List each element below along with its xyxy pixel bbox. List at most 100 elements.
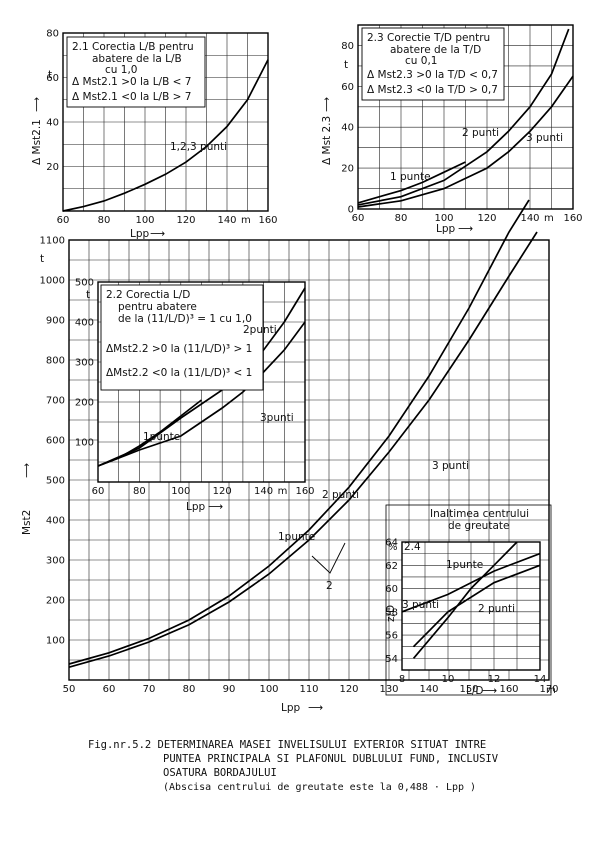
panel-title-line-2: abatere de la L/B [92, 53, 182, 65]
x-unit-label: m [544, 213, 554, 224]
y-tick-label: 800 [46, 356, 65, 367]
x-tick-label: 160 [295, 486, 314, 497]
x-tick-label: 10 [442, 674, 455, 685]
series-line [412, 541, 518, 659]
y-tick-label: 300 [46, 556, 65, 567]
y-tick-label: 100 [75, 438, 94, 449]
y-tick-label: 700 [46, 396, 65, 407]
plot-frame [357, 24, 574, 210]
series-label-1punte: 1punte [143, 431, 180, 443]
y-tick-label: 300 [75, 358, 94, 369]
y-tick-label: 200 [46, 596, 65, 607]
y-unit-label: t [86, 289, 90, 301]
y-axis-arrow: ⟶ [321, 97, 333, 112]
x-tick-label: 90 [223, 684, 236, 695]
y-tick-label: 1000 [40, 276, 65, 287]
series-line [68, 231, 538, 669]
panel-title-line-1: 2.2 Corectia L/D [106, 289, 190, 301]
info-box [361, 27, 505, 101]
series-label-2punti: 2punti [243, 324, 277, 336]
series-line [62, 59, 269, 212]
panel-title-line-2: abatere de la T/D [390, 44, 481, 56]
y-tick-label: 64 [385, 538, 398, 549]
y-tick-label: 80 [46, 29, 59, 40]
panel-title-line-1: 2.3 Corectie T/D pentru [367, 32, 490, 44]
y-unit-label: t [48, 69, 52, 81]
series-label-2-punti: 2 punti [462, 127, 499, 139]
y-axis-title: Δ Mst 2.3 [321, 116, 333, 165]
x-tick-label: 14 [534, 674, 547, 685]
series-label-3-punti: 3 punti [432, 460, 469, 472]
x-axis-arrow: ⟶ [208, 501, 223, 513]
series-label-2-punti: 2 punti [478, 603, 515, 615]
x-axis-title: Lpp [436, 223, 456, 235]
panel-title-line-1: Inaltimea centrului [430, 508, 529, 520]
x-tick-label: 80 [133, 486, 146, 497]
y-axis-title: z/D [385, 605, 397, 622]
x-tick-label: 12 [488, 674, 501, 685]
y-tick-label: 40 [46, 118, 59, 129]
series-line [97, 321, 306, 467]
x-unit-label: m [241, 215, 251, 226]
series-line [357, 161, 466, 204]
series-label-1punte: 1punte [446, 559, 483, 571]
y-axis-arrow: ⟶ [31, 97, 43, 112]
series-label-1-punte: 1 punte [390, 171, 431, 183]
panel-id: 2.4 [404, 541, 421, 553]
x-tick-label: 140 [419, 684, 438, 695]
y-tick-label: 62 [385, 561, 398, 572]
x-axis-title: Lpp [281, 702, 301, 714]
y-tick-label: 60 [385, 584, 398, 595]
panel-note-1: Δ Mst2.1 >0 la L/B < 7 [72, 76, 191, 88]
y-tick-label: 54 [385, 654, 398, 665]
y-tick-label: 1100 [40, 236, 65, 247]
plot-frame [97, 281, 306, 483]
x-axis-arrow: ⟶ [150, 228, 165, 240]
x-tick-label: 8 [399, 674, 405, 685]
series-line [412, 564, 541, 648]
panel-note-1: Δ Mst2.3 >0 la T/D < 0,7 [367, 69, 498, 81]
x-axis-title: Lpp [130, 228, 150, 240]
x-tick-label: 120 [339, 684, 358, 695]
panel-note-2: ΔMst2.2 <0 la (11/L/D)³ < 1 [106, 367, 252, 379]
panel-note-1: ΔMst2.2 >0 la (11/L/D)³ > 1 [106, 343, 252, 355]
x-tick-label: 100 [434, 213, 453, 224]
y-tick-label: 500 [75, 278, 94, 289]
x-axis-arrow: ⟶ [482, 685, 497, 697]
y-tick-label: 100 [46, 636, 65, 647]
series-label-1-2-3-punti: 1,2,3 punti [170, 141, 227, 153]
x-axis-title: Lpp [186, 501, 206, 513]
x-axis-title: L/D [466, 685, 483, 697]
panel-title-line-3: cu 1,0 [105, 64, 137, 76]
x-tick-label: 110 [299, 684, 318, 695]
y-tick-label: 400 [46, 516, 65, 527]
x-tick-label: 100 [171, 486, 190, 497]
x-tick-label: 60 [92, 486, 105, 497]
y-tick-label: 60 [46, 73, 59, 84]
x-tick-label: 70 [143, 684, 156, 695]
y-unit-label: t [40, 253, 44, 265]
series-label-2-punti: 2 punti [322, 489, 359, 501]
x-axis-arrow: ⟶ [458, 223, 473, 235]
plot-frame [62, 32, 269, 212]
panel-title-line-1: 2.1 Corectia L/B pentru [72, 41, 194, 53]
y-tick-label: 0 [348, 205, 354, 216]
chart-panel-2-4: 8 10 12 14 54 56 58 60 62 64 Inaltimea centruluide… [385, 504, 552, 697]
x-unit-label: m [278, 486, 288, 497]
x-tick-label: 140 [254, 486, 273, 497]
series-line [357, 28, 570, 206]
x-tick-label: 130 [379, 684, 398, 695]
series-label-3punti: 3punti [260, 412, 294, 424]
y-tick-label: 40 [341, 123, 354, 134]
info-box [66, 36, 206, 108]
y-tick-label: 400 [75, 318, 94, 329]
x-axis-arrow: ⟶ [308, 702, 323, 714]
series-line [68, 199, 530, 665]
inset-border [385, 504, 552, 696]
panel-title-line-3: cu 0,1 [405, 55, 437, 67]
y-tick-label: 60 [341, 82, 354, 93]
y-tick-label: 600 [46, 436, 65, 447]
caption-line-1: Fig.nr.5.2 DETERMINAREA MASEI INVELISULU… [88, 739, 486, 751]
